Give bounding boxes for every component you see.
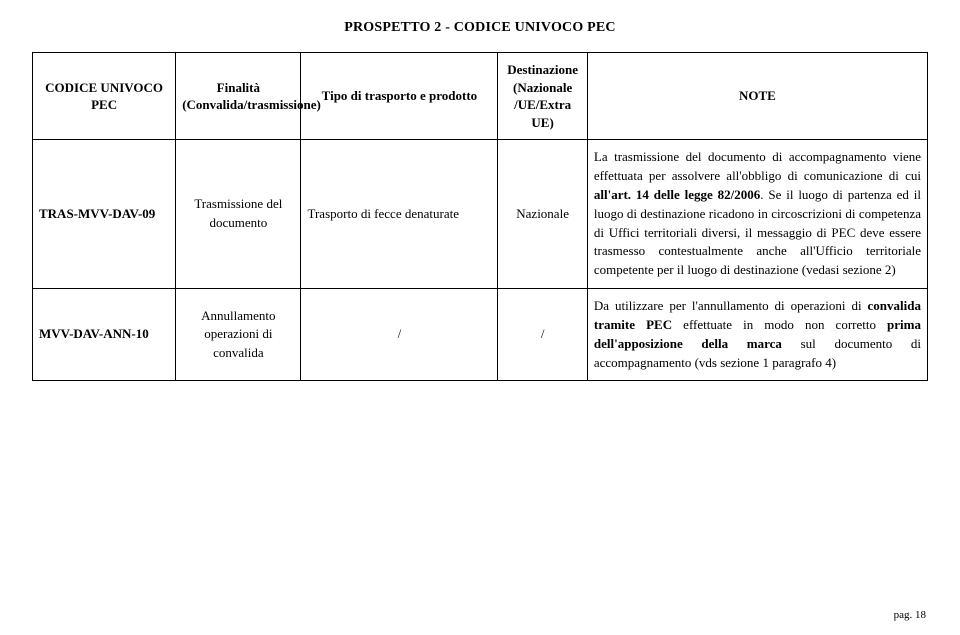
cell-finalita: Trasmissione del documento [176, 140, 301, 289]
cell-note: La trasmissione del documento di accompa… [587, 140, 927, 289]
header-dest: Destinazione (Nazionale /UE/Extra UE) [498, 53, 588, 140]
header-finalita: Finalità (Convalida/trasmissione) [176, 53, 301, 140]
header-note: NOTE [587, 53, 927, 140]
cell-note: Da utilizzare per l'annullamento di oper… [587, 289, 927, 381]
pec-table: CODICE UNIVOCO PEC Finalità (Convalida/t… [32, 52, 928, 381]
cell-code: MVV-DAV-ANN-10 [33, 289, 176, 381]
header-code: CODICE UNIVOCO PEC [33, 53, 176, 140]
page-container: PROSPETTO 2 - CODICE UNIVOCO PEC CODICE … [0, 0, 960, 635]
note-text: La trasmissione del documento di accompa… [594, 149, 921, 183]
note-text: Da utilizzare per l'annullamento di oper… [594, 298, 868, 313]
table-header-row: CODICE UNIVOCO PEC Finalità (Convalida/t… [33, 53, 928, 140]
note-text: effettuate in modo non corretto [672, 317, 887, 332]
note-bold: all'art. 14 delle legge 82/2006 [594, 187, 760, 202]
table-row: MVV-DAV-ANN-10 Annullamento operazioni d… [33, 289, 928, 381]
cell-tipo: / [301, 289, 498, 381]
page-number: pag. 18 [894, 609, 926, 621]
header-tipo: Tipo di trasporto e prodotto [301, 53, 498, 140]
table-row: TRAS-MVV-DAV-09 Trasmissione del documen… [33, 140, 928, 289]
cell-tipo: Trasporto di fecce denaturate [301, 140, 498, 289]
cell-dest: / [498, 289, 588, 381]
cell-dest: Nazionale [498, 140, 588, 289]
cell-finalita: Annullamento operazioni di convalida [176, 289, 301, 381]
document-title: PROSPETTO 2 - CODICE UNIVOCO PEC [32, 20, 928, 36]
cell-code: TRAS-MVV-DAV-09 [33, 140, 176, 289]
